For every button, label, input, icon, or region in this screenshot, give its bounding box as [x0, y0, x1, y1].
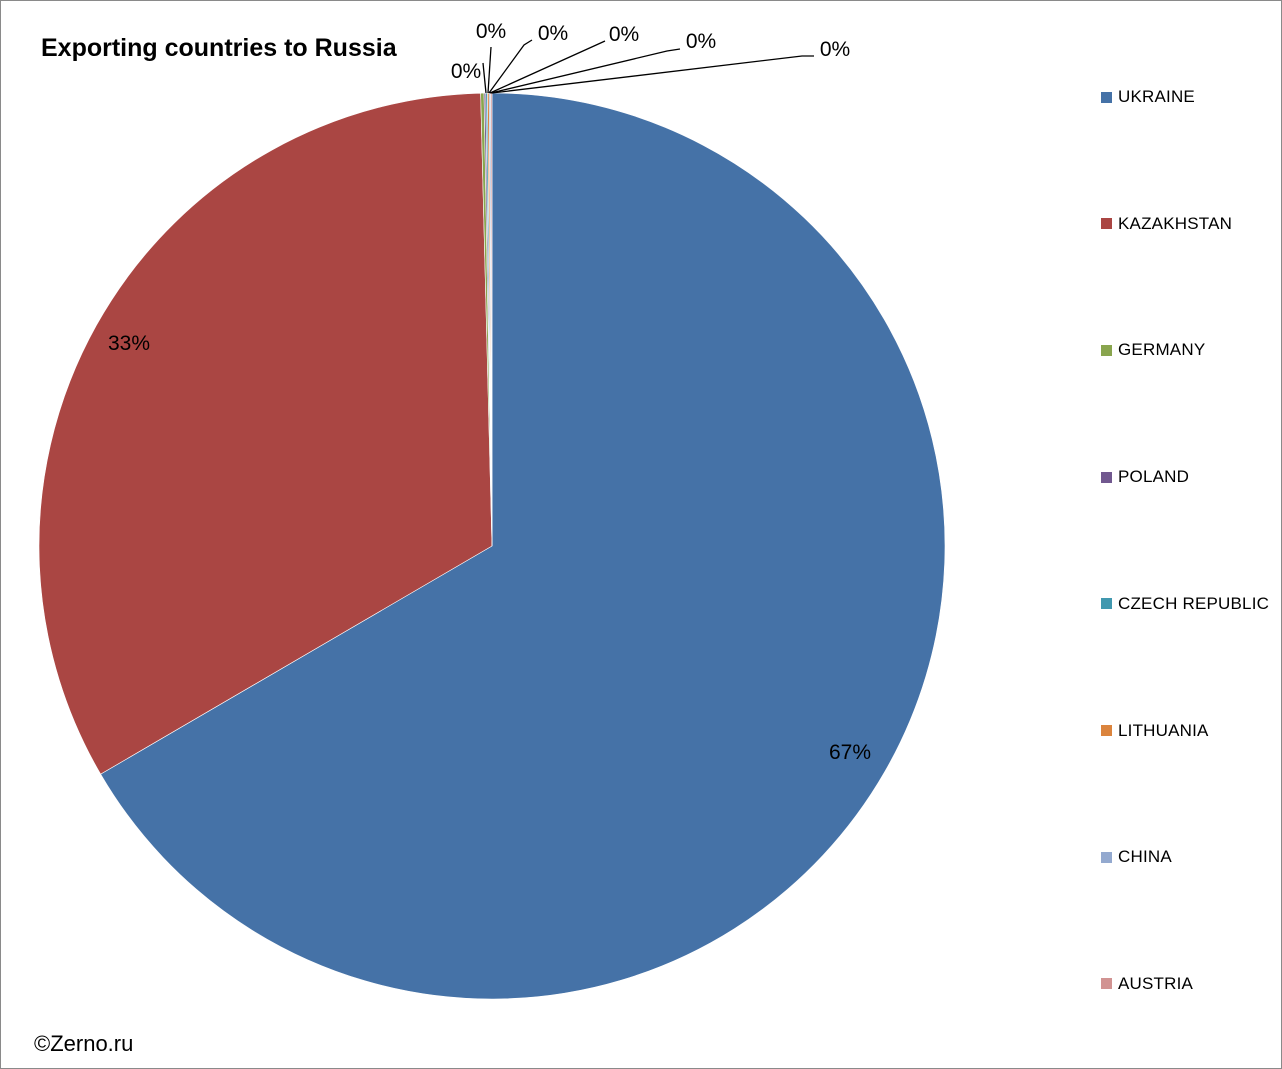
- data-label-czech-republic: 0%: [538, 22, 568, 45]
- legend-item-kazakhstan: KAZAKHSTAN: [1101, 213, 1232, 235]
- legend-swatch: [1101, 218, 1112, 230]
- legend-item-germany: GERMANY: [1101, 339, 1205, 361]
- legend-label: CZECH REPUBLIC: [1118, 593, 1270, 613]
- legend-label: GERMANY: [1118, 340, 1206, 360]
- data-label-kazakhstan: 33%: [108, 332, 150, 355]
- leader-line-czech-republic: [488, 39, 533, 94]
- chart-title: Exporting countries to Russia: [41, 34, 397, 62]
- data-label-lithuania: 0%: [609, 23, 639, 46]
- data-label-poland: 0%: [476, 20, 506, 43]
- leader-line-poland: [487, 46, 492, 94]
- legend-label: CHINA: [1118, 847, 1172, 867]
- legend-label: POLAND: [1118, 467, 1190, 487]
- leader-line-austria: [491, 55, 814, 94]
- pie-slice-ukraine: [100, 92, 946, 1000]
- legend-swatch: [1101, 851, 1112, 863]
- data-labels: 67% 33% 0% 0% 0% 0% 0% 0%: [108, 20, 871, 764]
- legend-item-poland: POLAND: [1101, 466, 1189, 488]
- leader-lines: [482, 39, 814, 94]
- legend-label: KAZAKHSTAN: [1118, 213, 1233, 233]
- copyright-text: ©Zerno.ru: [34, 1031, 134, 1056]
- data-label-china: 0%: [686, 30, 716, 53]
- data-label-austria: 0%: [820, 38, 850, 61]
- legend-label: UKRAINE: [1118, 87, 1195, 106]
- data-label-ukraine: 67%: [829, 741, 871, 764]
- legend-swatch: [1101, 725, 1112, 736]
- legend-swatch: [1101, 471, 1112, 483]
- legend-swatch: [1101, 344, 1112, 356]
- leader-line-china: [490, 48, 681, 94]
- legend: UKRAINE KAZAKHSTAN GERMANY POLAND CZECH REPU…: [1101, 1, 1276, 1061]
- legend-item-lithuania: LITHUANIA: [1101, 720, 1209, 742]
- legend-label: LITHUANIA: [1118, 720, 1209, 740]
- legend-label: AUSTRIA: [1118, 973, 1194, 993]
- legend-swatch: [1101, 91, 1112, 103]
- legend-item-china: CHINA: [1101, 846, 1172, 868]
- pie-slices: [38, 92, 946, 1000]
- leader-line-lithuania: [489, 40, 606, 94]
- legend-swatch: [1101, 598, 1112, 610]
- data-label-germany: 0%: [451, 60, 481, 83]
- legend-item-ukraine: UKRAINE: [1101, 86, 1195, 108]
- legend-swatch: [1101, 978, 1112, 990]
- legend-item-austria: AUSTRIA: [1101, 973, 1193, 995]
- pie-slice-kazakhstan: [38, 92, 493, 775]
- legend-item-czech-republic: CZECH REPUBLIC: [1101, 593, 1269, 615]
- leader-line-germany: [482, 62, 487, 94]
